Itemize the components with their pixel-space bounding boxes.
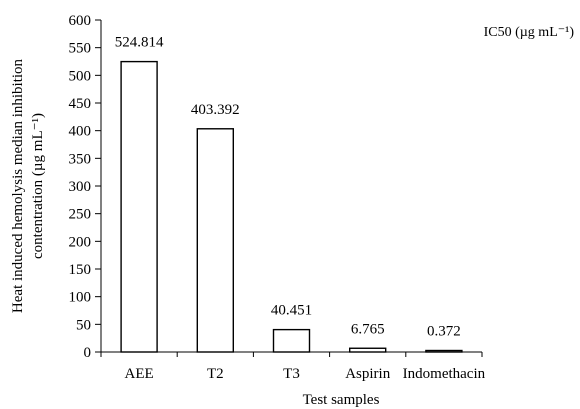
data-label-aspirin: 6.765	[351, 321, 385, 337]
y-axis-title-line2: contentration (µg mL⁻¹)	[30, 113, 46, 259]
plot-area: 0 50 100 150 200 250 300 350 400 450 500 550 600 524.…	[69, 13, 486, 382]
bar-t2	[196, 128, 235, 353]
category-label-aspirin: Aspirin	[345, 366, 391, 382]
category-label-indomethacin: Indomethacin	[403, 366, 486, 382]
y-tick-label: 250	[69, 207, 92, 223]
data-label-t3: 40.451	[271, 303, 312, 319]
y-tick-label: 0	[84, 345, 92, 361]
y-tick-label: 500	[69, 68, 92, 84]
data-label-t2: 403.392	[191, 102, 240, 118]
category-label-t2: T2	[207, 366, 224, 382]
y-tick-label: 50	[76, 317, 91, 333]
x-axis-title: Test samples	[303, 392, 380, 408]
y-axis-title-line1: Heat induced hemolysis median inhibition	[10, 58, 26, 313]
y-tick-label: 100	[69, 290, 92, 306]
data-label-aee: 524.814	[115, 35, 164, 51]
bar-t3	[272, 328, 311, 353]
legend-label: IC50 (µg mL⁻¹)	[484, 25, 575, 40]
y-tick-label: 450	[69, 96, 92, 112]
y-tick-label: 550	[69, 41, 92, 57]
category-label-t3: T3	[283, 366, 300, 382]
y-tick-label: 350	[69, 151, 92, 167]
y-tick-label: 600	[69, 13, 92, 29]
y-tick-label: 400	[69, 124, 92, 140]
y-tick-label: 200	[69, 234, 92, 250]
bar-aee	[120, 60, 158, 353]
category-label-aee: AEE	[125, 366, 154, 382]
y-tick-label: 300	[69, 179, 92, 195]
y-tick-label: 150	[69, 262, 92, 278]
y-axis-title: Heat induced hemolysis median inhibition…	[10, 58, 46, 313]
bar-aspirin	[349, 347, 387, 353]
bar-indomethacin	[425, 349, 463, 353]
data-label-indomethacin: 0.372	[427, 324, 461, 340]
